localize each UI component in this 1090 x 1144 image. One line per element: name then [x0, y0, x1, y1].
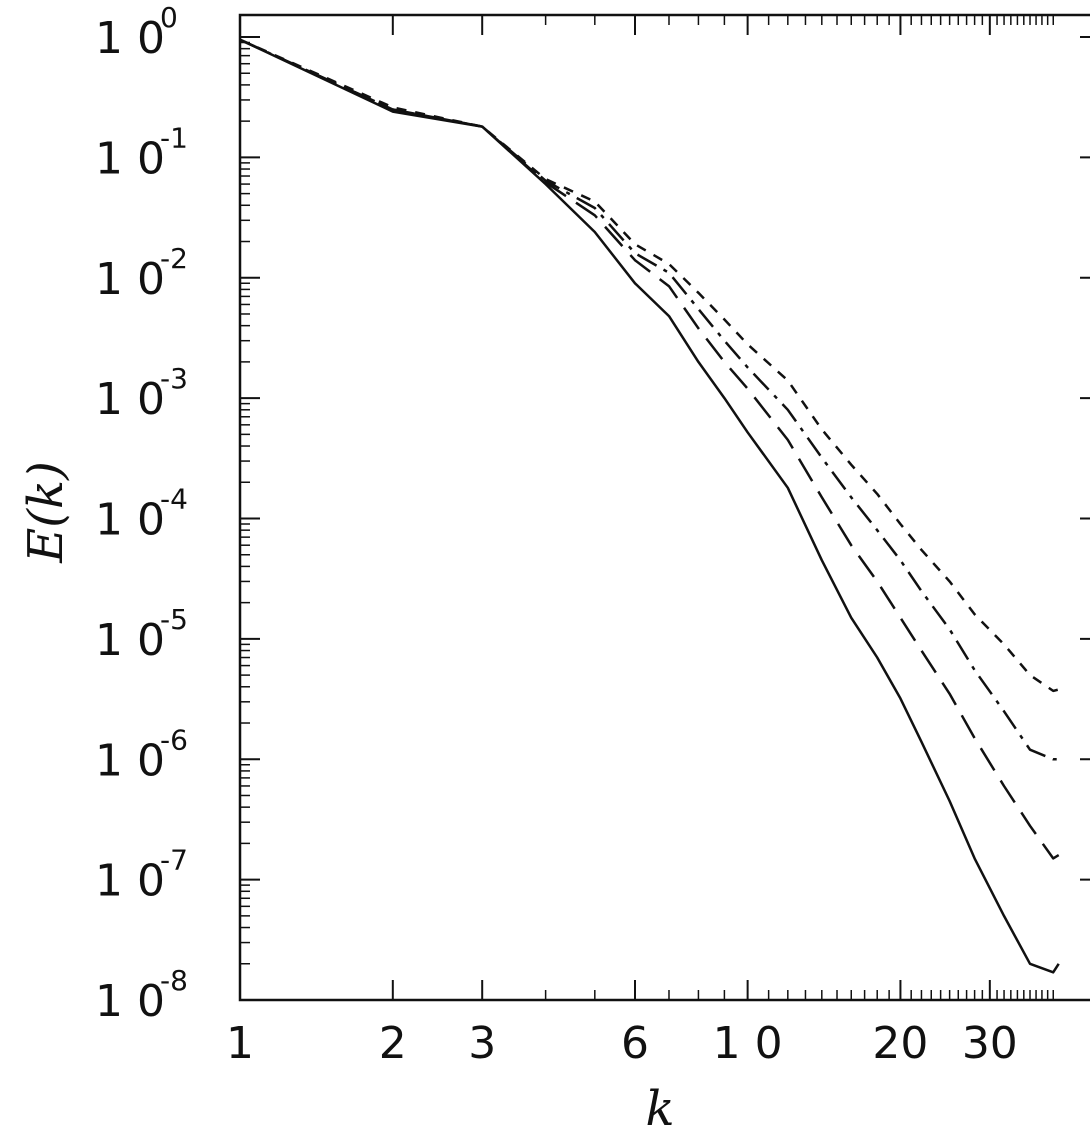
y-tick-label: 1 0	[95, 856, 165, 907]
y-tick-label: 1 0	[95, 13, 165, 64]
y-axis-title: E(k)	[18, 461, 74, 564]
plot-frame	[238, 13, 1090, 1002]
y-tick-exponent: -6	[160, 723, 188, 756]
x-tick-label: 3	[468, 1018, 496, 1069]
x-tick-label: 6	[621, 1018, 649, 1069]
y-tick-exponent: 0	[160, 1, 178, 34]
y-tick-label: 1 0	[95, 254, 165, 305]
y-tick-exponent: -5	[160, 603, 188, 636]
x-tick-label: 1	[226, 1018, 254, 1069]
x-tick-labels: 1 2 3 6 1 0 20 30	[226, 1018, 1018, 1069]
x-tick-label: 1 0	[713, 1018, 783, 1069]
x-tick-label: 30	[962, 1018, 1018, 1069]
y-tick-label: 1 0	[95, 495, 165, 546]
series-line-long-dash	[239, 38, 1060, 860]
y-tick-exponent: -1	[160, 121, 188, 154]
y-tick-labels: 1 001 0-11 0-21 0-31 0-41 0-51 0-61 0-71…	[95, 1, 188, 1027]
y-tick-exponent: -3	[160, 362, 188, 395]
y-tick-label: 1 0	[95, 133, 165, 184]
x-tick-label: 20	[872, 1018, 928, 1069]
major-ticks	[240, 15, 1090, 1001]
y-tick-exponent: -2	[160, 242, 188, 275]
y-tick-label: 1 0	[95, 735, 165, 786]
series-line-dash-dot	[239, 38, 1059, 761]
x-tick-label: 2	[379, 1018, 407, 1069]
minor-ticks	[240, 15, 1054, 1000]
series-lines	[239, 38, 1060, 974]
y-tick-label: 1 0	[95, 374, 165, 425]
y-tick-label: 1 0	[95, 976, 165, 1027]
y-tick-exponent: -8	[160, 964, 188, 997]
y-tick-label: 1 0	[95, 615, 165, 666]
x-axis-title: k	[645, 1081, 674, 1137]
series-line-solid	[239, 38, 1060, 974]
y-tick-exponent: -7	[160, 844, 188, 877]
y-tick-exponent: -4	[160, 483, 188, 516]
series-line-short-dash	[239, 38, 1060, 693]
